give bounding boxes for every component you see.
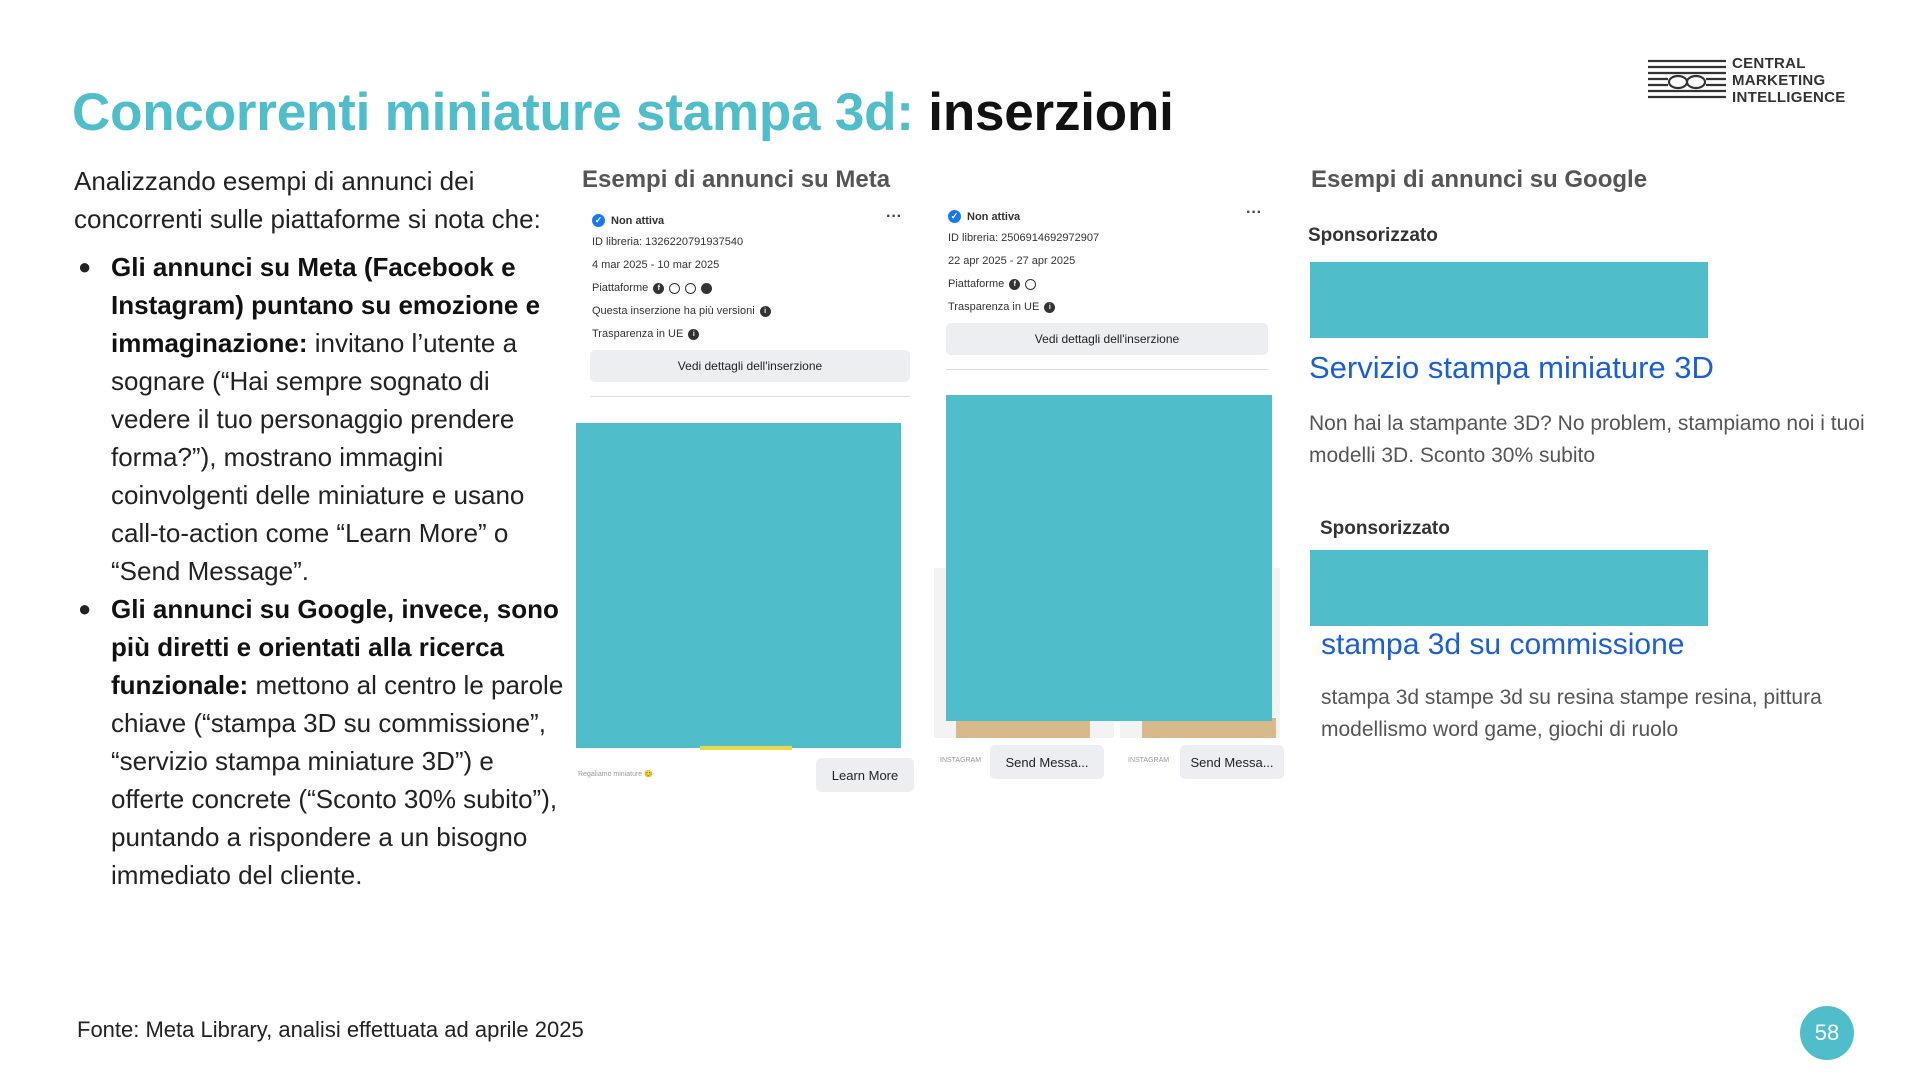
bullet-meta: ● Gli annunci su Meta (Facebook e Instag…	[74, 248, 574, 590]
meta-heading: Esempi di annunci su Meta	[582, 166, 891, 193]
transparency-row: Trasparenza in UE i	[948, 299, 1268, 315]
instagram-icon	[1025, 278, 1037, 290]
divider	[590, 396, 910, 397]
google-heading: Esempi di annunci su Google	[1311, 166, 1648, 193]
ad-image-placeholder-1	[576, 423, 901, 748]
status-badge: ✓ Non attiva	[592, 214, 908, 227]
bullet-list: ● Gli annunci su Meta (Facebook e Instag…	[74, 248, 574, 894]
intro-text: Analizzando esempi di annunci dei concor…	[74, 166, 541, 234]
page-title: Concorrenti miniature stampa 3d: inserzi…	[72, 82, 1174, 143]
send-message-button[interactable]: Send Messa...	[1180, 745, 1284, 779]
sponsored-label: Sponsorizzato	[1320, 518, 1450, 539]
bullet-meta-text: invitano l’utente a sognare (“Hai sempre…	[111, 328, 525, 586]
bullet-dot-icon: ●	[78, 254, 92, 279]
more-options-icon[interactable]: ···	[886, 208, 902, 225]
ad-details-button[interactable]: Vedi dettagli dell'inserzione	[946, 323, 1268, 355]
bullet-google: ● Gli annunci su Google, invece, sono pi…	[74, 590, 574, 894]
check-icon: ✓	[948, 210, 961, 223]
messenger-icon	[701, 282, 713, 294]
google-ad-title-1[interactable]: Servizio stampa miniature 3D	[1309, 350, 1714, 385]
platforms-row: Piattaforme f	[948, 276, 1268, 292]
ad-image-placeholder-2	[946, 395, 1272, 721]
facebook-icon: f	[653, 282, 665, 294]
more-options-icon[interactable]: ···	[1246, 204, 1262, 221]
meta-ad-card-2: ✓ Non attiva ··· ID libreria: 2506914692…	[942, 204, 1272, 370]
ad-dates: 22 apr 2025 - 27 apr 2025	[948, 255, 1076, 267]
instagram-icon	[669, 282, 681, 294]
page-number: 58	[1800, 1006, 1854, 1060]
title-accent: Concorrenti miniature stampa 3d:	[72, 83, 914, 142]
logo-mark-icon	[1648, 59, 1726, 99]
platform-tag: INSTAGRAM	[1128, 757, 1170, 764]
ad-dates: 4 mar 2025 - 10 mar 2025	[592, 259, 720, 271]
company-logo: CENTRAL MARKETING INTELLIGENCE	[1648, 55, 1848, 111]
logo-text: CENTRAL MARKETING INTELLIGENCE	[1732, 55, 1846, 106]
info-icon: i	[688, 328, 700, 340]
learn-more-button[interactable]: Learn More	[816, 758, 914, 792]
transparency-row: Trasparenza in UE i	[592, 326, 908, 342]
bullet-meta-bold: Gli annunci su Meta (Facebook e Instagra…	[111, 252, 541, 358]
carousel-image-edge	[1142, 718, 1276, 738]
library-id: ID libreria: 1326220791937540	[592, 236, 744, 248]
carousel-image-edge	[956, 718, 1090, 738]
meta-ad-card-1: ✓ Non attiva ··· ID libreria: 1326220791…	[582, 208, 912, 397]
info-icon: i	[759, 305, 771, 317]
library-id: ID libreria: 2506914692972907	[948, 232, 1100, 244]
platform-tag: INSTAGRAM	[940, 757, 982, 764]
google-ad-description-2: stampa 3d stampe 3d su resina stampe res…	[1321, 686, 1822, 741]
facebook-icon: f	[1009, 278, 1021, 290]
title-dark: inserzioni	[928, 83, 1174, 142]
google-ad-title-2[interactable]: stampa 3d su commissione	[1321, 628, 1685, 661]
image-edge	[700, 746, 792, 750]
sponsored-label: Sponsorizzato	[1308, 225, 1438, 246]
ad-caption: Regaliamo miniature 😊	[578, 771, 653, 778]
google-ad-description-1: Non hai la stampante 3D? No problem, sta…	[1309, 412, 1865, 467]
google-ad-placeholder-2	[1310, 550, 1708, 626]
divider	[946, 369, 1268, 370]
info-icon: i	[1044, 301, 1056, 313]
audience-network-icon	[685, 282, 697, 294]
bullet-google-bold: Gli annunci su Google, invece, sono più …	[111, 594, 559, 700]
platforms-row: Piattaforme f	[592, 280, 908, 296]
check-icon: ✓	[592, 214, 605, 227]
source-footnote: Fonte: Meta Library, analisi effettuata …	[77, 1017, 584, 1042]
bullet-dot-icon: ●	[78, 596, 92, 621]
status-badge: ✓ Non attiva	[948, 210, 1268, 223]
ad-details-button[interactable]: Vedi dettagli dell'inserzione	[590, 350, 910, 382]
versions-note: Questa inserzione ha più versioni i	[592, 303, 908, 319]
google-ad-placeholder-1	[1310, 262, 1708, 338]
send-message-button[interactable]: Send Messa...	[990, 745, 1104, 779]
bullet-google-text: mettono al centro le parole chiave (“sta…	[111, 670, 564, 890]
